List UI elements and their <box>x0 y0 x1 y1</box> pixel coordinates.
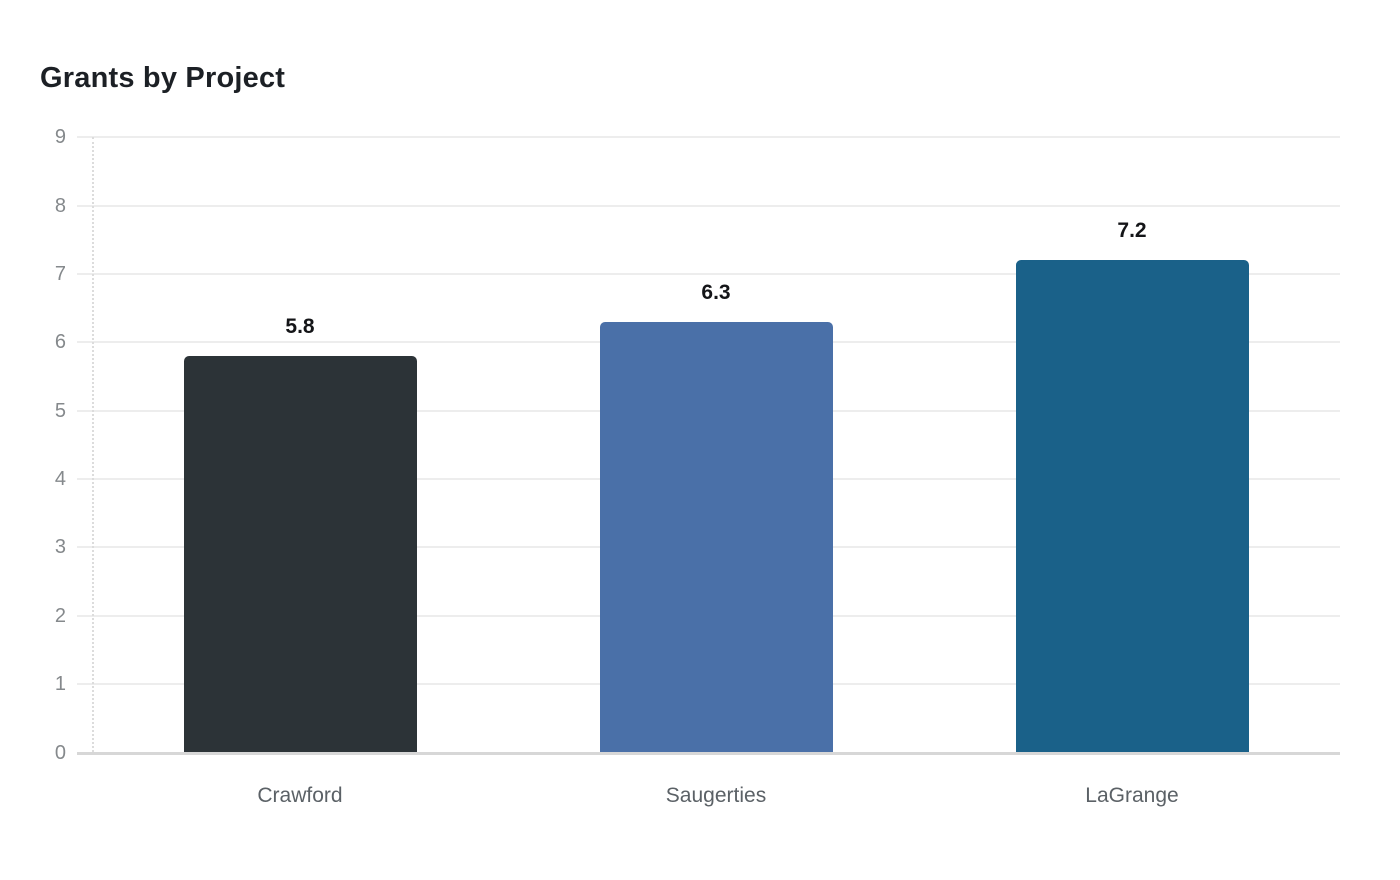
x-axis-category-label: Crawford <box>257 784 343 807</box>
y-axis-tick-label: 6 <box>54 331 66 354</box>
y-axis-tick-label: 4 <box>54 468 66 491</box>
gridline-y-9 <box>77 136 1340 139</box>
gridline-y-7 <box>77 273 1340 276</box>
y-axis-tick-label: 7 <box>54 263 66 286</box>
bar-value-label: 5.8 <box>285 315 315 339</box>
y-axis-line <box>92 137 94 753</box>
chart-title: Grants by Project <box>40 62 286 94</box>
bar-saugerties[interactable] <box>599 321 833 753</box>
y-axis-tick-label: 8 <box>54 194 66 217</box>
bar-lagrange[interactable] <box>1015 260 1249 753</box>
bar-crawford[interactable] <box>183 356 417 753</box>
gridline-y-8 <box>77 204 1340 207</box>
bar-value-label: 7.2 <box>1117 219 1147 243</box>
x-axis-category-label: LaGrange <box>1085 784 1179 807</box>
y-axis-tick-label: 3 <box>54 536 66 559</box>
y-axis-tick-label: 9 <box>54 126 66 149</box>
x-axis-category-label: Saugerties <box>665 784 767 807</box>
y-axis-tick-label: 1 <box>54 673 66 696</box>
y-axis-tick-label: 0 <box>54 741 66 764</box>
y-axis-tick-label: 2 <box>54 604 66 627</box>
bar-value-label: 6.3 <box>701 280 731 304</box>
y-axis-tick-label: 5 <box>54 399 66 422</box>
gridline-y-0 <box>77 751 1340 755</box>
